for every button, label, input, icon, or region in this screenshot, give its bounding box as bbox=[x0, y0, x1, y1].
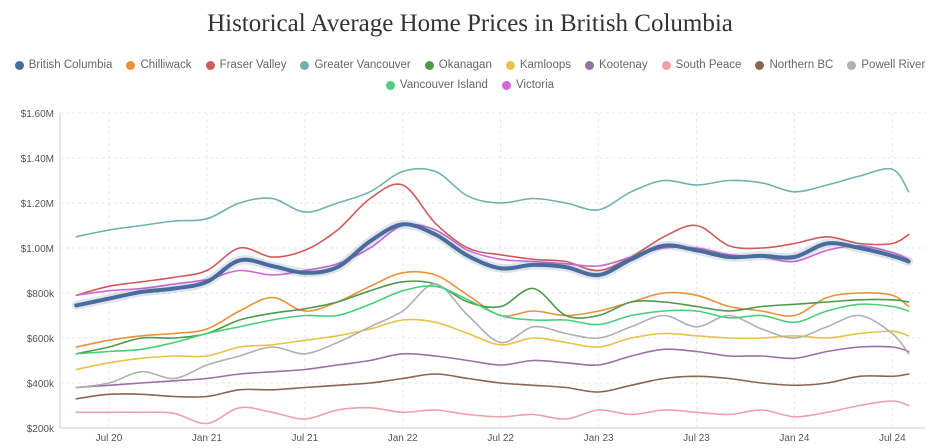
legend-marker-icon bbox=[584, 60, 594, 70]
x-tick-label: Jul 23 bbox=[683, 433, 710, 444]
series-line-fraser-valley[interactable] bbox=[75, 183, 910, 297]
legend-marker-icon bbox=[661, 60, 671, 70]
y-tick-label: $1.40M bbox=[21, 154, 54, 165]
x-tick-label: Jul 20 bbox=[96, 433, 123, 444]
legend-item-okanagan[interactable]: Okanagan bbox=[424, 59, 492, 71]
legend-marker-icon bbox=[14, 60, 24, 70]
legend-marker-icon bbox=[505, 60, 515, 70]
y-tick-label: $400k bbox=[27, 379, 55, 390]
series-line-kootenay[interactable] bbox=[75, 345, 910, 389]
legend-marker-icon bbox=[424, 60, 434, 70]
legend-label: Vancouver Island bbox=[399, 79, 488, 91]
y-tick-label: $600k bbox=[27, 334, 55, 345]
series-line-british-columbia[interactable] bbox=[74, 222, 911, 308]
chart-title: Historical Average Home Prices in Britis… bbox=[207, 10, 733, 37]
legend-row: British Columbia Chilliwack Fraser Valley G… bbox=[14, 55, 925, 75]
legend-label: Chilliwack bbox=[140, 59, 192, 71]
legend-item-british-columbia[interactable]: British Columbia bbox=[14, 59, 113, 71]
series-line-south-peace[interactable] bbox=[75, 400, 910, 425]
x-tick-label: Jan 22 bbox=[388, 433, 418, 444]
legend-item-victoria[interactable]: Victoria bbox=[501, 79, 555, 91]
legend-label: British Columbia bbox=[28, 59, 113, 71]
x-tick-label: Jul 22 bbox=[487, 433, 514, 444]
y-tick-label: $1.00M bbox=[21, 244, 54, 255]
legend: British Columbia Chilliwack Fraser Valley G… bbox=[14, 55, 925, 95]
legend-label: South Peace bbox=[675, 59, 742, 71]
legend-marker-icon bbox=[385, 80, 395, 90]
legend-label: Kootenay bbox=[598, 59, 648, 71]
legend-label: Powell River bbox=[861, 59, 926, 71]
legend-item-vancouver-island[interactable]: Vancouver Island bbox=[385, 79, 488, 91]
y-tick-label: $1.20M bbox=[21, 199, 54, 210]
legend-item-kootenay[interactable]: Kootenay bbox=[584, 59, 648, 71]
legend-item-south-peace[interactable]: South Peace bbox=[661, 59, 742, 71]
legend-marker-icon bbox=[300, 60, 310, 70]
y-tick-label: $1.60M bbox=[21, 109, 54, 120]
legend-label: Northern BC bbox=[769, 59, 834, 71]
series-line-vancouver-island[interactable] bbox=[75, 285, 910, 355]
legend-label: Kamloops bbox=[519, 59, 571, 71]
x-tick-label: Jan 24 bbox=[779, 433, 809, 444]
series-line-kamloops[interactable] bbox=[75, 318, 910, 371]
legend-label: Fraser Valley bbox=[219, 59, 287, 71]
legend-item-powell-river[interactable]: Powell River bbox=[847, 59, 925, 71]
legend-item-northern-bc[interactable]: Northern BC bbox=[755, 59, 833, 71]
series-line-northern-bc[interactable] bbox=[75, 373, 910, 400]
y-tick-label: $200k bbox=[27, 424, 55, 435]
legend-marker-icon bbox=[847, 60, 857, 70]
legend-label: Greater Vancouver bbox=[314, 59, 411, 71]
legend-marker-icon bbox=[755, 60, 765, 70]
series-line-greater-vancouver[interactable] bbox=[75, 167, 910, 238]
legend-item-kamloops[interactable]: Kamloops bbox=[505, 59, 571, 71]
legend-item-chilliwack[interactable]: Chilliwack bbox=[126, 59, 192, 71]
legend-item-fraser-valley[interactable]: Fraser Valley bbox=[205, 59, 287, 71]
legend-row: Vancouver Island Victoria bbox=[30, 75, 910, 95]
x-tick-label: Jan 23 bbox=[584, 433, 614, 444]
legend-marker-icon bbox=[501, 80, 511, 90]
x-tick-label: Jul 24 bbox=[879, 433, 906, 444]
legend-marker-icon bbox=[126, 60, 136, 70]
y-tick-label: $800k bbox=[27, 289, 55, 300]
legend-item-greater-vancouver[interactable]: Greater Vancouver bbox=[300, 59, 411, 71]
series-line-okanagan[interactable] bbox=[75, 280, 910, 355]
legend-marker-icon bbox=[205, 60, 215, 70]
x-tick-label: Jul 21 bbox=[291, 433, 318, 444]
series-line-powell-river[interactable] bbox=[75, 283, 910, 389]
legend-label: Okanagan bbox=[438, 59, 492, 71]
x-tick-label: Jan 21 bbox=[192, 433, 222, 444]
legend-label: Victoria bbox=[515, 79, 555, 91]
